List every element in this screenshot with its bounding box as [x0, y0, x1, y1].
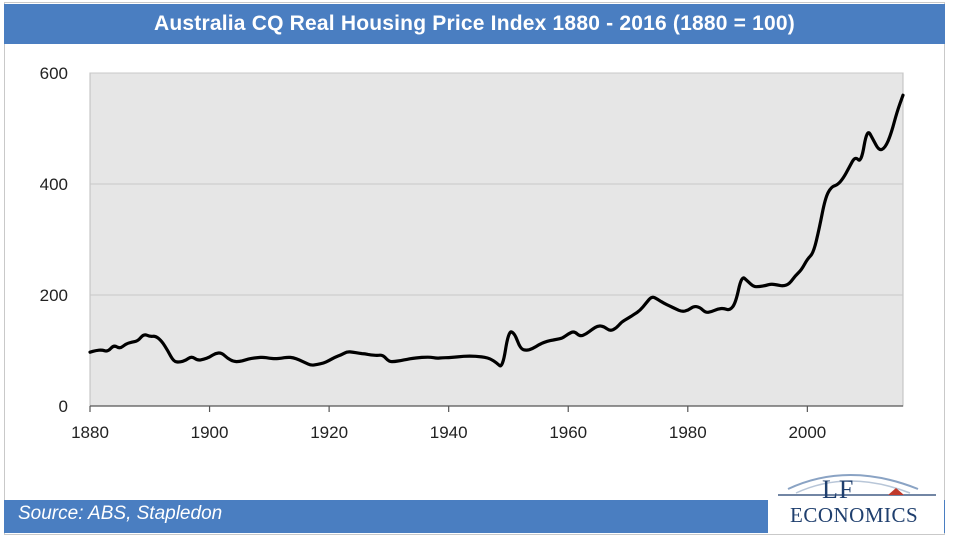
series-line: [88, 93, 905, 368]
x-tick-label: 1980: [669, 423, 707, 442]
logo-lf-text: LF: [822, 475, 855, 504]
x-tick-label: 2000: [788, 423, 826, 442]
x-tick-label: 1960: [549, 423, 587, 442]
plot-area: [89, 72, 904, 407]
y-tick-label: 600: [40, 64, 68, 83]
x-tick-label: 1880: [71, 423, 109, 442]
bridge-arch-icon: [778, 474, 936, 496]
logo-economics-text: ECONOMICS: [790, 503, 919, 527]
x-tick-label: 1940: [430, 423, 468, 442]
x-tick-label: 1920: [310, 423, 348, 442]
y-tick-label: 200: [40, 286, 68, 305]
y-tick-label: 400: [40, 175, 68, 194]
x-tick-label: 1900: [191, 423, 229, 442]
y-tick-label: 0: [59, 397, 68, 416]
source-note: Source: ABS, Stapledon: [18, 503, 223, 524]
chart-title: Australia CQ Real Housing Price Index 18…: [4, 4, 945, 44]
lf-economics-logo: [768, 455, 944, 533]
